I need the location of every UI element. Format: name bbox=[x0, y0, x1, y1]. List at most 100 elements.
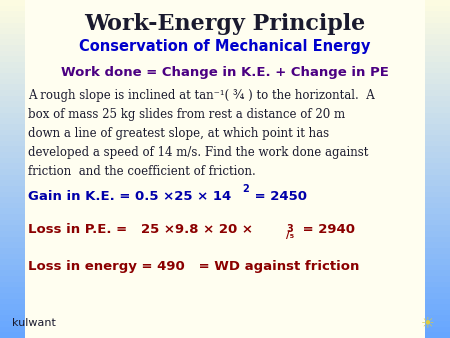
Bar bbox=[0, 168, 25, 175]
Text: = 2940: = 2940 bbox=[298, 223, 355, 236]
Bar bbox=[425, 95, 450, 101]
Bar bbox=[0, 236, 25, 242]
Bar bbox=[0, 67, 25, 73]
Text: = 2450: = 2450 bbox=[250, 190, 307, 203]
Bar bbox=[0, 128, 25, 135]
Text: box of mass 25 kg slides from rest a distance of 20 m: box of mass 25 kg slides from rest a dis… bbox=[28, 108, 345, 121]
Bar bbox=[0, 281, 25, 287]
Bar bbox=[0, 22, 25, 28]
Text: Loss in P.E. =   25 ×9.8 × 20 ×: Loss in P.E. = 25 ×9.8 × 20 × bbox=[28, 223, 257, 236]
Bar bbox=[0, 247, 25, 254]
Bar bbox=[0, 286, 25, 293]
Bar bbox=[0, 326, 25, 332]
Bar bbox=[0, 50, 25, 56]
Bar bbox=[425, 185, 450, 192]
Bar bbox=[425, 320, 450, 327]
Bar bbox=[0, 269, 25, 276]
Bar bbox=[0, 252, 25, 259]
Bar bbox=[0, 297, 25, 304]
Text: kulwant: kulwant bbox=[12, 318, 56, 328]
Bar bbox=[0, 174, 25, 180]
Bar bbox=[0, 123, 25, 129]
Bar bbox=[425, 61, 450, 68]
Bar bbox=[425, 16, 450, 23]
Bar bbox=[0, 292, 25, 298]
Bar bbox=[0, 145, 25, 152]
Bar bbox=[425, 326, 450, 332]
Bar bbox=[425, 168, 450, 175]
Bar bbox=[425, 309, 450, 315]
Bar bbox=[425, 151, 450, 158]
Bar bbox=[0, 100, 25, 107]
Bar bbox=[0, 134, 25, 141]
Text: friction  and the coefficient of friction.: friction and the coefficient of friction… bbox=[28, 165, 256, 178]
Bar bbox=[0, 55, 25, 62]
Bar bbox=[425, 292, 450, 298]
Bar bbox=[425, 269, 450, 276]
Bar bbox=[425, 100, 450, 107]
Bar bbox=[0, 72, 25, 79]
Text: A rough slope is inclined at tan⁻¹( ¾ ) to the horizontal.  A: A rough slope is inclined at tan⁻¹( ¾ ) … bbox=[28, 89, 375, 102]
Bar bbox=[0, 331, 25, 338]
Bar bbox=[0, 224, 25, 231]
Bar bbox=[0, 196, 25, 203]
Bar bbox=[425, 230, 450, 237]
Bar bbox=[0, 112, 25, 118]
Bar bbox=[0, 309, 25, 315]
Bar bbox=[425, 33, 450, 40]
Bar bbox=[0, 303, 25, 310]
Bar bbox=[425, 202, 450, 209]
Bar bbox=[0, 191, 25, 197]
Bar bbox=[425, 112, 450, 118]
Bar bbox=[425, 128, 450, 135]
Bar bbox=[425, 89, 450, 96]
Bar bbox=[425, 157, 450, 163]
Bar bbox=[425, 208, 450, 214]
Bar bbox=[0, 106, 25, 113]
Bar bbox=[0, 16, 25, 23]
Bar bbox=[0, 0, 25, 6]
Bar bbox=[425, 145, 450, 152]
Bar bbox=[425, 174, 450, 180]
Text: developed a speed of 14 m/s. Find the work done against: developed a speed of 14 m/s. Find the wo… bbox=[28, 146, 369, 159]
Text: /₅: /₅ bbox=[286, 230, 294, 240]
Bar bbox=[425, 140, 450, 146]
Bar bbox=[0, 95, 25, 101]
Bar bbox=[425, 196, 450, 203]
Bar bbox=[425, 275, 450, 282]
Bar bbox=[0, 162, 25, 169]
Bar bbox=[0, 275, 25, 282]
Bar bbox=[425, 5, 450, 11]
Bar bbox=[425, 331, 450, 338]
Bar bbox=[425, 123, 450, 129]
Bar bbox=[0, 117, 25, 124]
Bar bbox=[0, 83, 25, 90]
Bar bbox=[0, 140, 25, 146]
Text: 3: 3 bbox=[286, 224, 293, 234]
Bar bbox=[0, 151, 25, 158]
Bar bbox=[425, 236, 450, 242]
Bar bbox=[0, 61, 25, 68]
Bar bbox=[425, 224, 450, 231]
Text: Loss in energy = 490   = WD against friction: Loss in energy = 490 = WD against fricti… bbox=[28, 260, 360, 273]
Bar bbox=[425, 27, 450, 34]
Bar bbox=[0, 219, 25, 225]
Bar bbox=[0, 78, 25, 84]
Text: down a line of greatest slope, at which point it has: down a line of greatest slope, at which … bbox=[28, 127, 329, 140]
Bar bbox=[425, 55, 450, 62]
Bar bbox=[425, 134, 450, 141]
Bar bbox=[0, 314, 25, 321]
Text: Conservation of Mechanical Energy: Conservation of Mechanical Energy bbox=[79, 39, 371, 54]
Bar bbox=[425, 162, 450, 169]
Bar bbox=[425, 264, 450, 270]
Bar bbox=[0, 27, 25, 34]
Bar bbox=[0, 320, 25, 327]
Bar bbox=[425, 247, 450, 254]
Bar bbox=[425, 78, 450, 84]
Bar bbox=[0, 89, 25, 96]
Text: ☀: ☀ bbox=[421, 315, 435, 330]
Bar bbox=[425, 72, 450, 79]
Bar bbox=[425, 22, 450, 28]
Bar bbox=[0, 157, 25, 163]
Bar bbox=[425, 241, 450, 248]
